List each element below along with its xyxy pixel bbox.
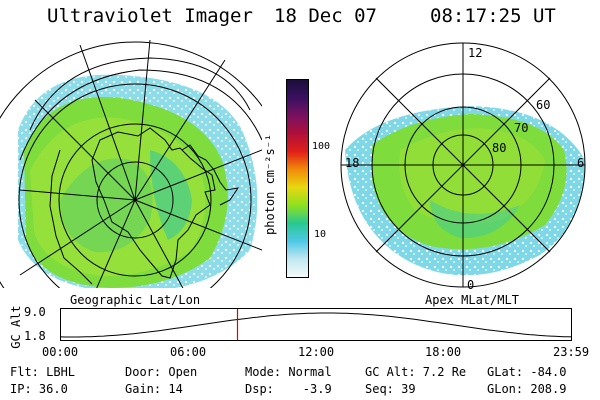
time-tick-0000: 00:00 xyxy=(42,345,79,359)
meridian-lines xyxy=(19,39,262,288)
mlt-label-18: 18 xyxy=(345,156,360,170)
mlt-line xyxy=(375,77,551,253)
colorbar-tick-10: 10 xyxy=(314,229,327,240)
seq-status: Seq: 39 xyxy=(365,382,416,396)
mlat-label-80: 80 xyxy=(492,141,507,155)
continent-outline xyxy=(91,127,216,279)
ip-status: IP: 36.0 xyxy=(10,382,68,396)
altitude-timeline xyxy=(60,308,573,341)
apex-caption: Apex MLat/MLT xyxy=(425,293,519,307)
gain-status: Gain: 14 xyxy=(125,382,183,396)
colorbar-unit-label: photon cm⁻²s⁻¹ xyxy=(263,133,277,235)
time-label: 08:17:25 UT xyxy=(430,5,556,27)
dsp-status: Dsp: -3.9 xyxy=(245,382,332,396)
altitude-ylabel: GC Alt xyxy=(9,305,23,349)
geographic-caption: Geographic Lat/Lon xyxy=(70,293,201,307)
mlat-label-70: 70 xyxy=(514,121,529,135)
latitude-circle xyxy=(96,161,174,239)
mlat-label-60: 60 xyxy=(536,98,551,112)
glat-status: GLat: -84.0 xyxy=(487,365,567,379)
colorbar-tick-100: 100 xyxy=(312,141,331,152)
mlt-label-6: 6 xyxy=(577,156,585,170)
altitude-curve xyxy=(60,312,573,338)
latitude-circle xyxy=(18,83,252,288)
instrument-title: Ultraviolet Imager xyxy=(47,5,253,27)
mlt-label-12: 12 xyxy=(468,46,483,60)
time-tick-1200: 12:00 xyxy=(298,345,335,359)
time-tick-1800: 18:00 xyxy=(425,345,462,359)
coastline-detail xyxy=(181,144,240,206)
date-label: 18 Dec 07 xyxy=(274,5,377,27)
colorbar-scale xyxy=(286,79,309,278)
altitude-plot-frame xyxy=(60,308,572,341)
glon-status: GLon: 208.9 xyxy=(487,382,567,396)
altitude-ytick-top: 9.0 xyxy=(24,305,46,319)
mlt-label-0: 0 xyxy=(467,278,475,292)
time-tick-0600: 06:00 xyxy=(170,345,207,359)
latitude-circle xyxy=(0,41,262,288)
limb-curve xyxy=(29,57,251,131)
mode-status: Mode: Normal xyxy=(245,365,332,379)
coastline-west xyxy=(49,149,93,285)
filter-status: Flt: LBHL xyxy=(10,365,76,379)
time-tick-2359: 23:59 xyxy=(553,345,590,359)
latitude-circle xyxy=(58,123,212,277)
gc-alt-status: GC Alt: 7.2 Re xyxy=(365,365,467,379)
mlat-mlt-polar-plot xyxy=(340,42,586,288)
geographic-image xyxy=(0,39,262,288)
door-status: Door: Open xyxy=(125,365,198,379)
altitude-ytick-bottom: 1.8 xyxy=(24,329,46,343)
limb-curve xyxy=(19,69,262,161)
